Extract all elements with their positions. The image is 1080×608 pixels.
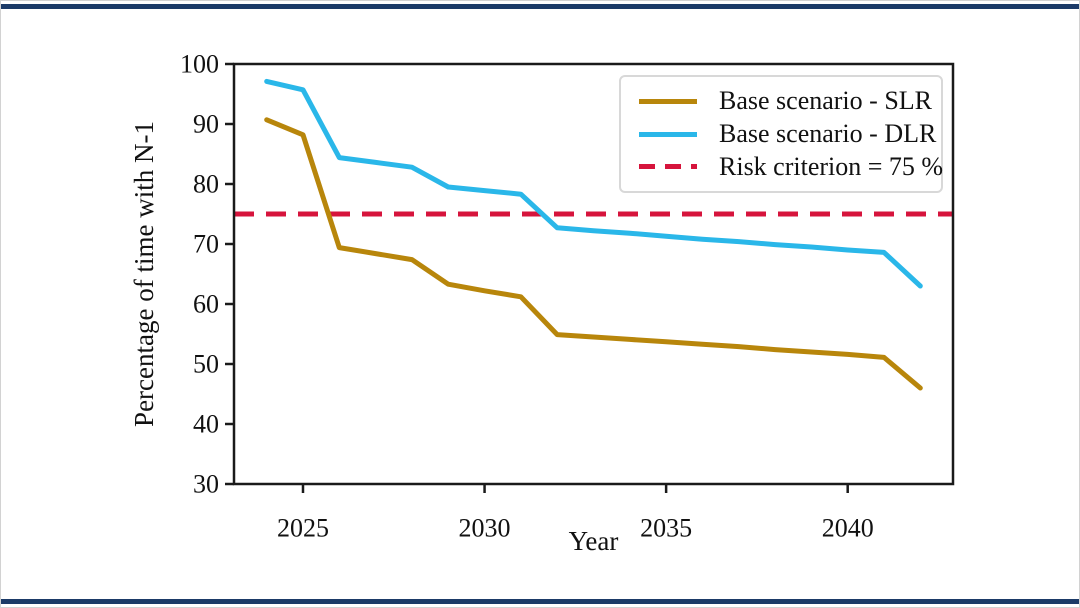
y-tick-label: 100 bbox=[180, 50, 219, 79]
x-tick-label: 2040 bbox=[822, 513, 874, 542]
legend: Base scenario - SLR Base scenario - DLR … bbox=[619, 75, 943, 193]
y-tick-label: 70 bbox=[193, 230, 219, 259]
risk-line-swatch-icon bbox=[639, 164, 697, 170]
legend-item-dlr: Base scenario - DLR bbox=[639, 118, 936, 151]
y-tick-label: 30 bbox=[193, 470, 219, 499]
y-tick-label: 90 bbox=[193, 110, 219, 139]
x-axis-title: Year bbox=[569, 526, 619, 556]
legend-item-slr: Base scenario - SLR bbox=[639, 85, 932, 118]
plot-frame bbox=[232, 62, 955, 486]
bottom-border-rule bbox=[1, 599, 1079, 604]
y-tick-label: 60 bbox=[193, 290, 219, 319]
dlr-line-swatch-icon bbox=[639, 131, 697, 137]
legend-label-dlr: Base scenario - DLR bbox=[719, 119, 937, 148]
legend-item-risk: Risk criterion = 75 % bbox=[639, 150, 943, 183]
x-tick-label: 2030 bbox=[459, 513, 511, 542]
legend-label-slr: Base scenario - SLR bbox=[719, 86, 933, 116]
dlr-line bbox=[264, 78, 923, 289]
slr-line bbox=[264, 117, 923, 391]
legend-label-risk: Risk criterion = 75 % bbox=[719, 151, 944, 181]
y-tick-label: 80 bbox=[193, 170, 219, 199]
x-tick-label: 2035 bbox=[640, 513, 692, 542]
y-axis-title: Percentage of time with N-1 bbox=[129, 121, 159, 427]
top-border-rule bbox=[1, 4, 1079, 9]
y-tick-label: 50 bbox=[193, 350, 219, 379]
x-tick-label: 2025 bbox=[277, 513, 329, 542]
slr-line-swatch-icon bbox=[639, 98, 697, 104]
y-tick-label: 40 bbox=[193, 410, 219, 439]
